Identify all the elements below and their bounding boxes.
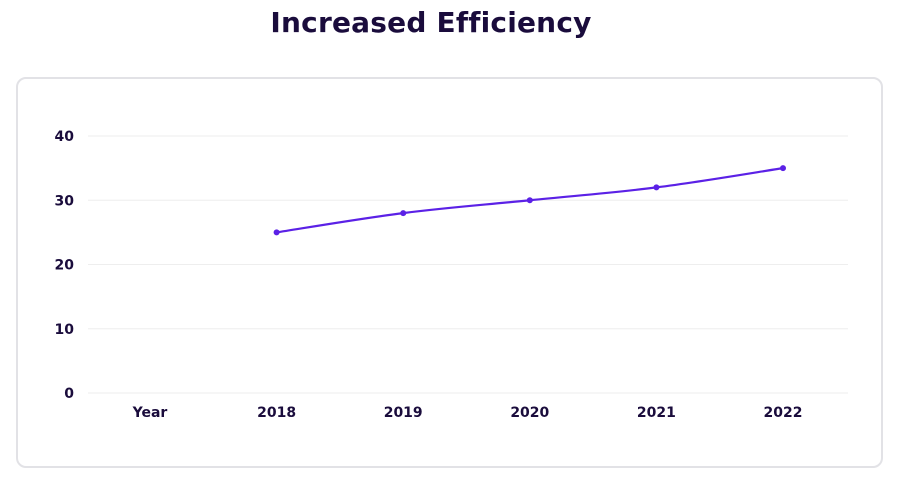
data-point: [526, 197, 533, 204]
x-tick-label: 2018: [257, 405, 296, 421]
data-point: [653, 184, 660, 191]
x-tick-label: 2021: [637, 405, 676, 421]
x-axis-ticks: Year 2018 2019 2020 2021 2022: [132, 405, 803, 421]
y-axis-ticks: 0 10 20 30 40: [55, 129, 75, 402]
data-point: [273, 229, 280, 236]
x-tick-label: 2019: [384, 405, 423, 421]
y-tick-label: 0: [64, 386, 74, 402]
chart-card: [16, 77, 883, 468]
data-point: [780, 165, 786, 172]
data-point: [400, 210, 407, 217]
series-group: [273, 165, 786, 236]
x-tick-label: Year: [132, 405, 168, 421]
y-tick-label: 10: [55, 322, 75, 338]
y-tick-label: 20: [55, 258, 75, 274]
y-tick-label: 30: [55, 193, 75, 209]
chart-title: Increased Efficiency: [270, 6, 592, 39]
grid-lines: [88, 135, 848, 394]
x-tick-label: 2020: [510, 405, 549, 421]
y-tick-label: 40: [55, 129, 75, 145]
x-tick-label: 2022: [764, 405, 803, 421]
